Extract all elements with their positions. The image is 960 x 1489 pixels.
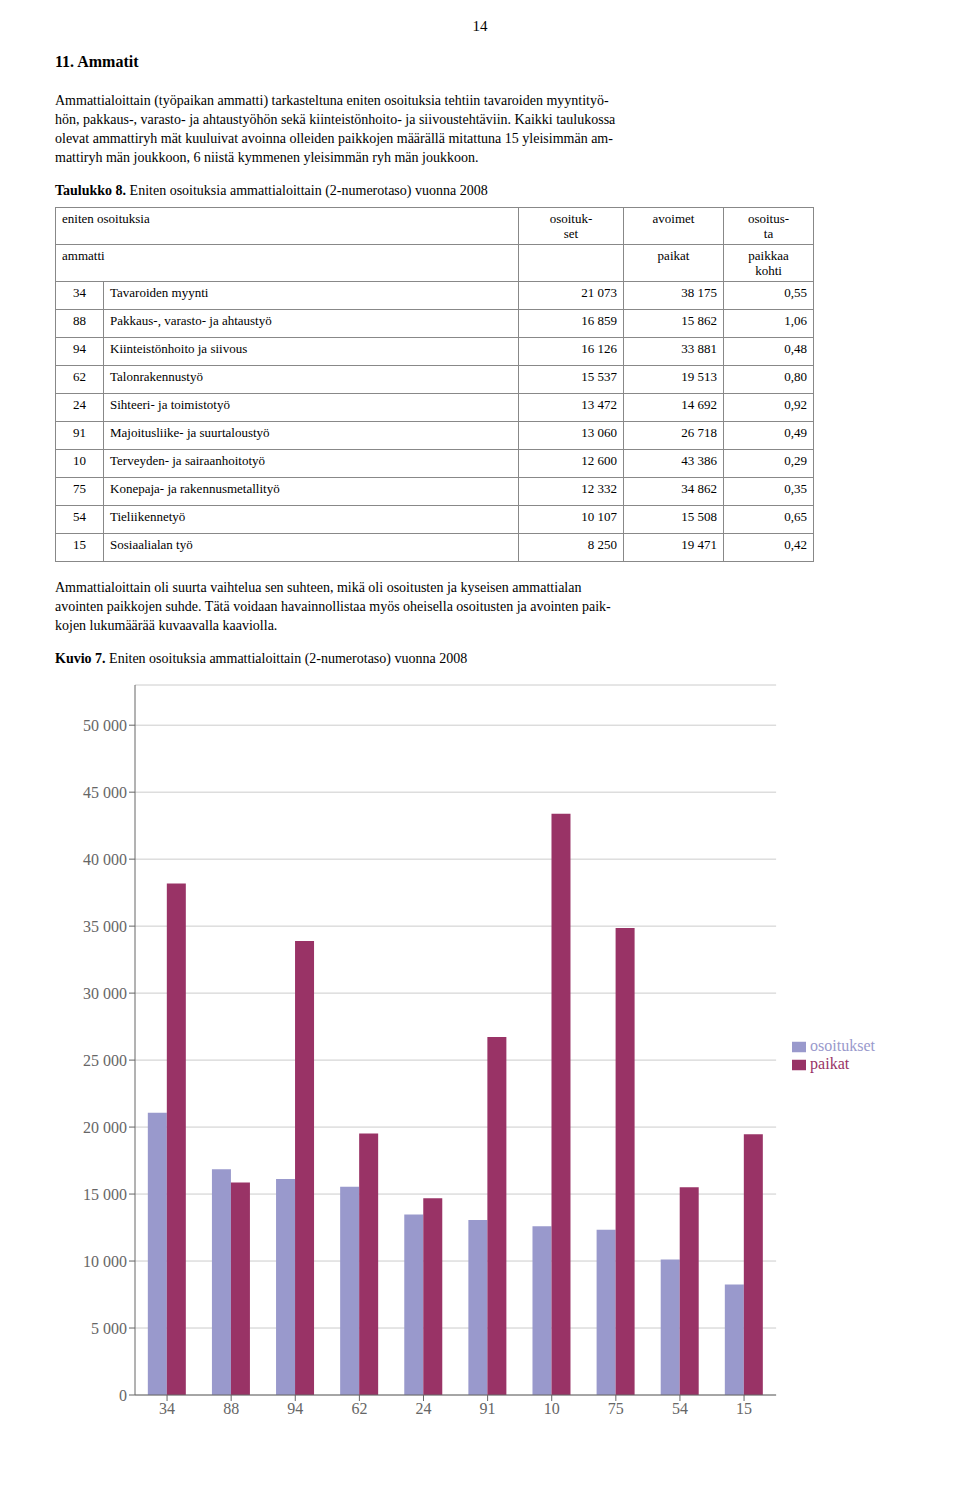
html-text:62: 62	[73, 369, 86, 384]
html-text:Konepaja- ja rakennusmetallity: Konepaja- ja rakennusmetallityö	[110, 481, 280, 496]
html-text:kohti: kohti	[755, 263, 782, 278]
html-text:osoitus-: osoitus-	[747, 211, 790, 226]
html-text:olevat ammattiryh mät kuuluiva: olevat ammattiryh mät kuuluivat avoinna …	[55, 131, 613, 146]
svg-text:50 000: 50 000	[83, 717, 127, 734]
html-text:0,42: 0,42	[784, 537, 807, 552]
html-text:1,06: 1,06	[784, 313, 807, 328]
svg-text:35 000: 35 000	[83, 918, 127, 935]
svg-text:91: 91	[480, 1400, 496, 1417]
html-text:24: 24	[73, 397, 86, 412]
html-text:16 859: 16 859	[581, 313, 617, 328]
html-text:ammatti: ammatti	[62, 248, 105, 263]
html-text:osoituk-: osoituk-	[549, 211, 593, 226]
html-text:kojen lukumäärää kuvaavalla ka: kojen lukumäärää kuvaavalla kaaviolla.	[55, 618, 278, 633]
html-text:0,55: 0,55	[784, 285, 807, 300]
svg-text:24: 24	[415, 1400, 431, 1417]
html-text:Tavaroiden myynti: Tavaroiden myynti	[110, 285, 209, 300]
html-text:paikkaa: paikkaa	[748, 248, 789, 263]
svg-text:62: 62	[351, 1400, 367, 1417]
html-text:13 060: 13 060	[581, 425, 617, 440]
html-text:0,92: 0,92	[784, 397, 807, 412]
html-text:33 881: 33 881	[681, 341, 717, 356]
svg-text:0: 0	[119, 1387, 127, 1404]
html-text:paikat: paikat	[657, 248, 690, 263]
html-text:8 250: 8 250	[587, 537, 617, 552]
html-text:avointen paikkojen suhde. Tätä: avointen paikkojen suhde. Tätä voidaan h…	[55, 599, 611, 614]
html-text:75: 75	[73, 481, 86, 496]
html-text:eniten osoituksia: eniten osoituksia	[62, 211, 150, 226]
html-text:Kiinteistönhoito ja siivous: Kiinteistönhoito ja siivous	[110, 341, 248, 356]
html-text:0,48: 0,48	[784, 341, 807, 356]
html-text:hön, pakkaus-, varasto- ja aht: hön, pakkaus-, varasto- ja ahtaustyöhön …	[55, 112, 616, 127]
svg-text:54: 54	[672, 1400, 688, 1417]
html-text:38 175: 38 175	[681, 285, 717, 300]
html-text:Ammattialoittain (työpaikan am: Ammattialoittain (työpaikan ammatti) tar…	[55, 93, 609, 108]
svg-text:88: 88	[223, 1400, 239, 1417]
svg-text:10: 10	[544, 1400, 560, 1417]
html-text:21 073: 21 073	[581, 285, 617, 300]
svg-text:40 000: 40 000	[83, 851, 127, 868]
html-text:Tieliikennetyö: Tieliikennetyö	[110, 509, 186, 524]
html-text:15 508: 15 508	[681, 509, 717, 524]
html-text:11. Ammatit: 11. Ammatit	[55, 53, 139, 70]
svg-text:34: 34	[159, 1400, 175, 1417]
html-text:34: 34	[73, 285, 86, 300]
svg-text:75: 75	[608, 1400, 624, 1417]
html-text:0,80: 0,80	[784, 369, 807, 384]
html-text:set: set	[563, 226, 579, 241]
html-text:paikat: paikat	[810, 1055, 850, 1072]
html-text:15: 15	[73, 537, 86, 552]
svg-text:15 000: 15 000	[83, 1186, 127, 1203]
html-text:14: 14	[472, 18, 488, 34]
html-text:34 862: 34 862	[681, 481, 717, 496]
html-text:Talonrakennustyö: Talonrakennustyö	[110, 369, 203, 384]
html-text:14 692: 14 692	[681, 397, 717, 412]
html-text:Sihteeri- ja toimistotyö: Sihteeri- ja toimistotyö	[110, 397, 230, 412]
svg-text:5 000: 5 000	[91, 1320, 127, 1337]
svg-text:20 000: 20 000	[83, 1119, 127, 1136]
html-text:0,35: 0,35	[784, 481, 807, 496]
svg-text:25 000: 25 000	[83, 1052, 127, 1069]
html-text:avoimet: avoimet	[652, 211, 695, 226]
svg-text:94: 94	[287, 1400, 303, 1417]
html-text:Taulukko 8. Eniten osoituksia: Taulukko 8. Eniten osoituksia ammattialo…	[55, 183, 488, 198]
svg-text:15: 15	[736, 1400, 752, 1417]
html-text:Ammattialoittain oli suurta va: Ammattialoittain oli suurta vaihtelua se…	[55, 580, 582, 595]
html-text:19 471: 19 471	[681, 537, 717, 552]
html-text:Majoitusliike- ja suurtalousty: Majoitusliike- ja suurtaloustyö	[110, 425, 270, 440]
html-text:16 126: 16 126	[581, 341, 617, 356]
html-text:Terveyden- ja sairaanhoitotyö: Terveyden- ja sairaanhoitotyö	[110, 453, 265, 468]
html-text:19 513: 19 513	[681, 369, 717, 384]
html-text:94: 94	[73, 341, 86, 356]
svg-text:45 000: 45 000	[83, 784, 127, 801]
html-text:12 332: 12 332	[581, 481, 617, 496]
html-text:13 472: 13 472	[581, 397, 617, 412]
svg-text:30 000: 30 000	[83, 985, 127, 1002]
html-text:43 386: 43 386	[681, 453, 717, 468]
html-text:mattiryh män joukkoon, 6 niist: mattiryh män joukkoon, 6 niistä kymmenen…	[55, 150, 479, 165]
html-text:Kuvio 7. Eniten osoituksia amm: Kuvio 7. Eniten osoituksia ammattialoitt…	[55, 651, 468, 666]
html-text:0,29: 0,29	[784, 453, 807, 468]
html-text:54: 54	[73, 509, 86, 524]
html-text:osoitukset: osoitukset	[810, 1037, 875, 1054]
html-text:91: 91	[73, 425, 86, 440]
html-text:15 537: 15 537	[581, 369, 617, 384]
html-text:26 718: 26 718	[681, 425, 717, 440]
html-text:0,65: 0,65	[784, 509, 807, 524]
html-text:ta: ta	[763, 226, 774, 241]
html-text:10 107: 10 107	[581, 509, 617, 524]
html-text:0,49: 0,49	[784, 425, 807, 440]
html-text:12 600: 12 600	[581, 453, 617, 468]
html-text:15 862: 15 862	[681, 313, 717, 328]
svg-text:10 000: 10 000	[83, 1253, 127, 1270]
html-text:Pakkaus-, varasto- ja ahtausty: Pakkaus-, varasto- ja ahtaustyö	[110, 313, 272, 328]
html-text:Sosiaalialan työ: Sosiaalialan työ	[110, 537, 193, 552]
html-text:88: 88	[73, 313, 86, 328]
html-text:10: 10	[73, 453, 86, 468]
